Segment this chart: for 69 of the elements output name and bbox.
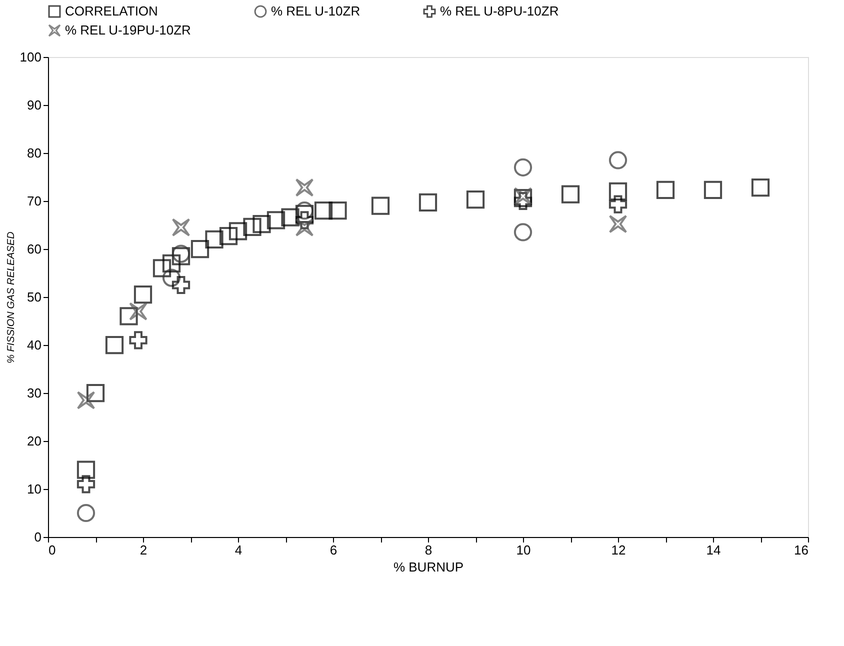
- point: [295, 218, 314, 236]
- x-tick-label: 2: [140, 542, 148, 558]
- point: [281, 208, 300, 226]
- point: [295, 178, 314, 197]
- y-tick-label: 0: [34, 530, 42, 544]
- point: [608, 151, 628, 170]
- point: [228, 222, 248, 240]
- y-tick-label: 70: [27, 194, 42, 208]
- point: [514, 158, 532, 176]
- point: [514, 223, 532, 242]
- point: [371, 196, 390, 215]
- point: [162, 254, 181, 272]
- x-tick-label: 12: [611, 542, 626, 558]
- point: [120, 307, 138, 326]
- y-tick-label: 100: [20, 50, 42, 64]
- x-tick-label: 0: [48, 542, 56, 558]
- x-tick-label: 6: [330, 542, 338, 558]
- point: [219, 226, 238, 246]
- y-tick-label: 80: [27, 146, 42, 160]
- point: [205, 230, 224, 248]
- point: [76, 460, 96, 479]
- legend-label: CORRELATION: [65, 4, 158, 19]
- point: [252, 214, 271, 234]
- point: [190, 240, 210, 258]
- point: [751, 178, 770, 197]
- legend-label: % REL U-10ZR: [271, 4, 360, 19]
- legend-label: % REL U-19PU-10ZR: [65, 22, 191, 38]
- point: [134, 286, 152, 304]
- point: [466, 190, 485, 209]
- x-tick-label: 8: [424, 542, 432, 558]
- point: [243, 218, 262, 236]
- point: [295, 211, 314, 230]
- point: [608, 182, 628, 200]
- point: [328, 202, 347, 220]
- point: [76, 475, 96, 494]
- x-tick-label: 10: [516, 542, 531, 558]
- point: [418, 193, 438, 212]
- point: [129, 331, 148, 350]
- y-tick-label: 90: [27, 98, 42, 112]
- point: [656, 180, 675, 200]
- x-tick-label: 4: [234, 542, 242, 558]
- point: [162, 268, 181, 287]
- point: [172, 218, 190, 236]
- point: [129, 302, 148, 320]
- point: [514, 192, 532, 210]
- point: [704, 180, 722, 200]
- y-tick-label: 10: [27, 482, 42, 496]
- y-tick-label: 50: [27, 290, 42, 304]
- point: [561, 185, 580, 204]
- point: [86, 384, 105, 402]
- point: [172, 276, 190, 294]
- point: [76, 504, 96, 522]
- point: [608, 214, 628, 234]
- legend-label: % REL U-8PU-10ZR: [440, 4, 559, 19]
- y-tick-label: 60: [27, 242, 42, 256]
- y-tick-label: 40: [27, 338, 42, 352]
- point: [152, 259, 172, 278]
- x-tick-label: 14: [706, 542, 721, 558]
- point: [295, 202, 314, 220]
- y-tick-label: 30: [27, 386, 42, 400]
- point: [105, 336, 124, 354]
- y-axis-title: % FISSION GAS RELEASED: [6, 232, 17, 364]
- x-axis-title: % BURNUP: [393, 560, 464, 574]
- point: [608, 195, 628, 214]
- point: [76, 391, 96, 410]
- x-tick-label: 16: [794, 542, 808, 558]
- point: [266, 211, 286, 230]
- y-tick-label: 20: [27, 434, 42, 448]
- point: [314, 202, 333, 220]
